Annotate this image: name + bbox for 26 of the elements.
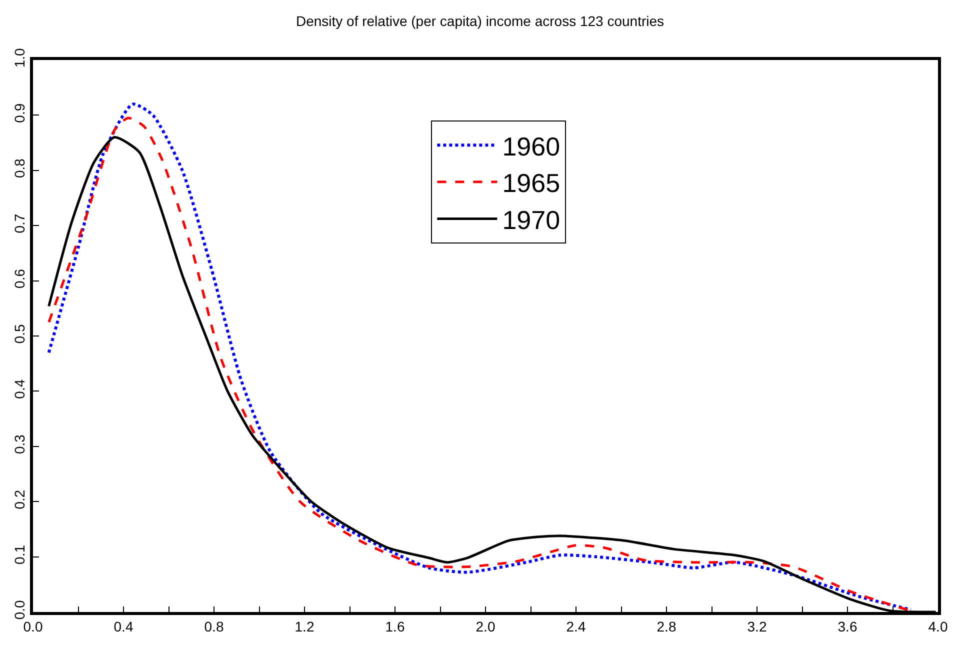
- legend-label: 1965: [502, 168, 560, 198]
- y-tick-label: 0.4: [12, 379, 28, 399]
- y-tick-label: 0.0: [12, 600, 28, 620]
- x-tick-label: 2.4: [566, 618, 586, 635]
- y-tick-label: 1.0: [12, 48, 28, 68]
- x-tick-label: 1.6: [385, 618, 405, 635]
- x-tick-label: 3.2: [747, 618, 767, 635]
- y-tick-label: 0.5: [12, 324, 28, 344]
- y-tick-label: 0.3: [12, 434, 28, 454]
- legend-label: 1960: [502, 131, 560, 162]
- y-tick-label: 0.2: [12, 490, 28, 510]
- x-tick-label: 3.6: [838, 618, 858, 635]
- chart-title: Density of relative (per capita) income across 123 countries: [296, 13, 664, 30]
- y-tick-label: 0.7: [12, 214, 28, 234]
- x-tick-label: 4.0: [928, 618, 948, 635]
- x-tick-label: 2.0: [476, 618, 496, 635]
- x-tick-label: 0.8: [204, 618, 224, 635]
- x-tick-label: 0.4: [114, 618, 134, 635]
- y-tick-label: 0.8: [12, 158, 28, 178]
- y-tick-label: 0.1: [12, 544, 28, 564]
- x-tick-label: 2.8: [656, 618, 676, 635]
- y-tick-label: 0.6: [12, 268, 28, 288]
- legend-label: 1970: [502, 204, 560, 235]
- x-tick-label: 0.0: [23, 618, 43, 635]
- x-tick-label: 1.2: [294, 618, 314, 635]
- y-tick-label: 0.9: [12, 103, 28, 123]
